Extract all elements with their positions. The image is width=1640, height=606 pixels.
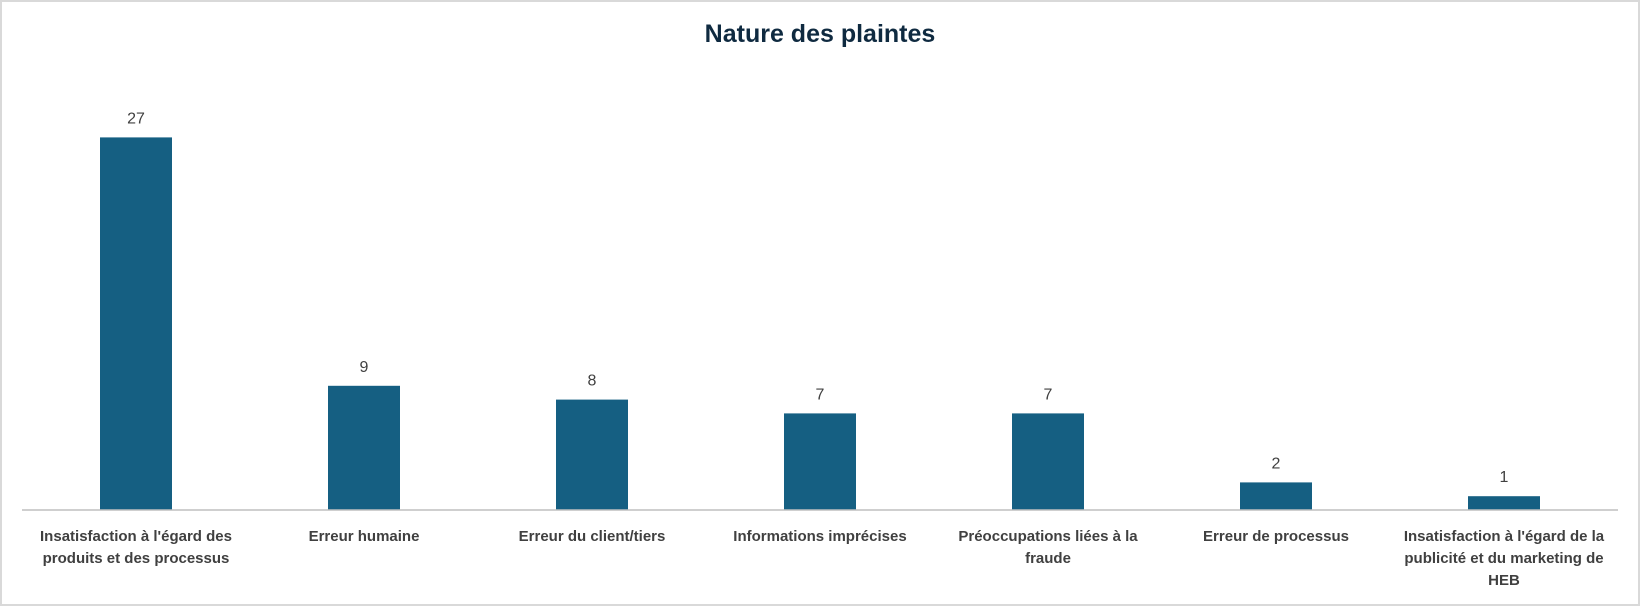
bar-5: [1012, 413, 1084, 510]
category-label-line: Insatisfaction à l'égard des: [40, 528, 232, 545]
category-label-line: Erreur de processus: [1203, 528, 1349, 545]
chart-title: Nature des plaintes: [704, 20, 936, 48]
bar-1: [100, 137, 172, 510]
category-label-4: Informations imprécises: [733, 528, 906, 545]
bars-layer: [100, 137, 1540, 510]
category-label-line: Informations imprécises: [733, 528, 906, 545]
category-label-1: Insatisfaction à l'égard des produits et …: [40, 528, 232, 567]
category-label-line: fraude: [1025, 550, 1071, 567]
category-label-line: Insatisfaction à l'égard de la: [1404, 528, 1605, 545]
category-label-line: Préoccupations liées à la: [958, 528, 1138, 545]
category-label-5: Préoccupations liées à la fraude: [958, 528, 1138, 567]
category-label-3: Erreur du client/tiers: [519, 528, 666, 545]
data-label-2: 9: [360, 359, 369, 376]
category-label-line: produits et des processus: [43, 550, 230, 567]
data-label-3: 8: [588, 373, 597, 390]
bar-3: [556, 399, 628, 510]
category-label-2: Erreur humaine: [309, 528, 420, 545]
data-label-4: 7: [816, 386, 825, 403]
category-label-line: Erreur humaine: [309, 528, 420, 545]
bar-7: [1468, 496, 1540, 510]
data-label-1: 27: [127, 110, 145, 127]
category-label-7: Insatisfaction à l'égard de la publicité …: [1404, 528, 1605, 589]
category-label-line: Erreur du client/tiers: [519, 528, 666, 545]
bar-4: [784, 413, 856, 510]
data-label-6: 2: [1272, 455, 1281, 472]
bar-6: [1240, 482, 1312, 510]
bar-2: [328, 385, 400, 510]
category-label-line: publicité et du marketing de: [1404, 550, 1603, 567]
category-label-6: Erreur de processus: [1203, 528, 1349, 545]
data-label-5: 7: [1044, 386, 1053, 403]
category-label-line: HEB: [1488, 572, 1520, 589]
data-label-7: 1: [1500, 469, 1509, 486]
